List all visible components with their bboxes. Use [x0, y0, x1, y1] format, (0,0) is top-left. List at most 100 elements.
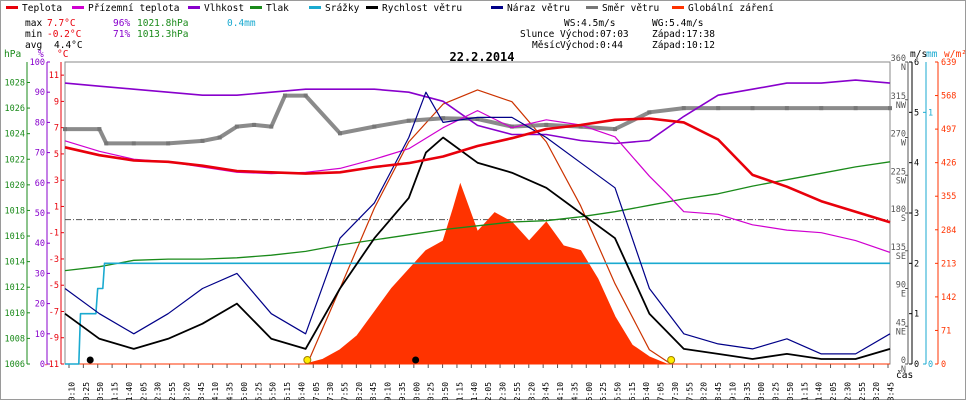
x-tick-label: 11:40	[470, 382, 479, 400]
axis-tick-label: 1012	[5, 283, 25, 293]
legend-swatch	[366, 6, 378, 9]
x-tick-label: 17:05	[657, 382, 666, 400]
x-tick-label: 16:40	[642, 382, 651, 400]
x-tick-label: 03:45	[197, 382, 206, 400]
axis-tick-label: -5	[49, 281, 59, 291]
x-tick-label: 22:05	[829, 382, 838, 400]
theoretical-radiation-line	[306, 89, 672, 365]
stats-max-pressure: 1021.8hPa	[137, 18, 188, 29]
axis-tick-label: 45	[896, 318, 906, 328]
x-tick-label: 05:50	[269, 382, 278, 400]
unit-percent: %	[38, 49, 44, 60]
axis-tick-label: W	[901, 139, 907, 149]
x-tick-label: 08:20	[355, 382, 364, 400]
axis-tick-label: 284	[941, 226, 956, 236]
sunset-marker	[667, 356, 676, 364]
axis-tick-label: N	[901, 63, 906, 73]
legend-label: Tlak	[266, 3, 289, 14]
legend-label: Srážky	[325, 3, 360, 14]
info-sun-label: Slunce	[520, 29, 555, 40]
x-tick-label: 11:15	[455, 382, 464, 400]
legend-swatch	[72, 6, 84, 9]
axis-tick-label: N	[901, 365, 906, 375]
axis-tick-label: 1018	[5, 206, 25, 216]
unit-celsius: °C	[57, 49, 68, 60]
axis-tick-label: 11	[49, 71, 59, 81]
axis-tick-label: 0	[941, 360, 946, 370]
axis-tick-label: 5	[54, 150, 59, 160]
axis-tick-label: 3	[914, 209, 919, 219]
series-pressure	[64, 161, 891, 272]
legend-swatch	[250, 6, 262, 9]
axis-tick-label: S	[901, 214, 906, 224]
stats-min-humidity: 71%	[113, 29, 130, 40]
x-tick-label: 20:25	[772, 382, 781, 400]
info-block: WS:4.5m/s WG:5.4m/s Slunce Východ:07:03 …	[520, 18, 715, 51]
axis-tick-label: 1014	[5, 258, 25, 268]
axis-tick-label: 20	[35, 300, 45, 310]
legend: Teplota Přízemní teplota Vlhkost Tlak Srážky…	[6, 3, 774, 14]
x-tick-label: 07:30	[326, 382, 335, 400]
axis-tick-label: 1	[914, 310, 919, 320]
axis-tick-label: SE	[896, 252, 906, 262]
plot-area	[63, 79, 892, 365]
stats-block: max 7.7°C 96% 1021.8hPa 0.4mm min -0.2°C…	[25, 18, 256, 51]
axis-tick-label: 2	[914, 259, 919, 269]
axis-tick-label: 213	[941, 259, 956, 269]
info-wind-speed: WS:4.5m/s	[564, 18, 615, 29]
legend-label: Směr větru	[602, 3, 659, 14]
axis-tick-label: 90	[896, 281, 906, 291]
x-tick-label: 20:50	[786, 382, 795, 400]
info-moonrise: Východ:0:44	[560, 40, 623, 51]
series-rain	[65, 262, 890, 365]
x-tick-label: 04:10	[211, 382, 220, 400]
x-tick-label: 13:45	[542, 382, 551, 400]
legend-label: Globální záření	[688, 3, 774, 14]
unit-wm2: w/m²	[944, 49, 966, 60]
stats-min-temp: -0.2°C	[47, 29, 81, 40]
axis-tick-label: 225	[891, 167, 906, 177]
x-tick-label: 00:50	[96, 382, 105, 400]
series-temperature	[64, 117, 891, 224]
axis-tick-label: 1008	[5, 334, 25, 344]
axis-tick-label: 100	[30, 58, 45, 68]
axis-tick-label: 10	[35, 330, 45, 340]
x-tick-label: 16:15	[628, 382, 637, 400]
legend-swatch	[491, 6, 503, 9]
axis-tick-label: 9	[54, 97, 59, 107]
axis-tick-label: 30	[35, 269, 45, 279]
axis-tick-label: 4	[914, 159, 919, 169]
x-tick-label: 18:20	[700, 382, 709, 400]
x-tick-label: 12:05	[484, 382, 493, 400]
x-tick-label: 00:10	[68, 382, 77, 400]
axis-tick-label: 315	[891, 92, 906, 102]
axis-tick-label: 50	[35, 209, 45, 219]
x-tick-label: 04:35	[226, 382, 235, 400]
x-tick-label: 23:20	[872, 382, 881, 400]
x-tick-label: 06:15	[283, 382, 292, 400]
x-tick-label: 07:05	[312, 382, 321, 400]
x-tick-label: 01:15	[111, 382, 120, 400]
legend-swatch	[188, 6, 200, 9]
info-sunset: Západ:17:38	[652, 29, 715, 40]
info-wind-gust: WG:5.4m/s	[652, 18, 703, 29]
x-tick-label: 19:35	[743, 382, 752, 400]
axis-tick-label: 6	[914, 58, 919, 68]
unit-mm: mm	[926, 49, 938, 60]
x-tick-label: 10:00	[412, 382, 421, 400]
x-axis-label: čas	[896, 370, 913, 381]
axis-tick-label: NE	[896, 327, 906, 337]
x-tick-label: 09:35	[398, 382, 407, 400]
legend-swatch	[586, 6, 598, 9]
info-moonset: Západ:10:12	[652, 40, 715, 51]
axis-tick-label: 7	[54, 124, 59, 134]
x-tick-label: 06:40	[297, 382, 306, 400]
legend-label: Rychlost větru	[382, 3, 462, 14]
axis-tick-label: 426	[941, 159, 956, 169]
axis-tick-label: 90	[35, 88, 45, 98]
x-tick-label: 23:45	[887, 382, 896, 400]
stats-avg-temp: 4.4°C	[54, 40, 83, 51]
legend-swatch	[309, 6, 321, 9]
axis-tick-label: 70	[35, 149, 45, 159]
